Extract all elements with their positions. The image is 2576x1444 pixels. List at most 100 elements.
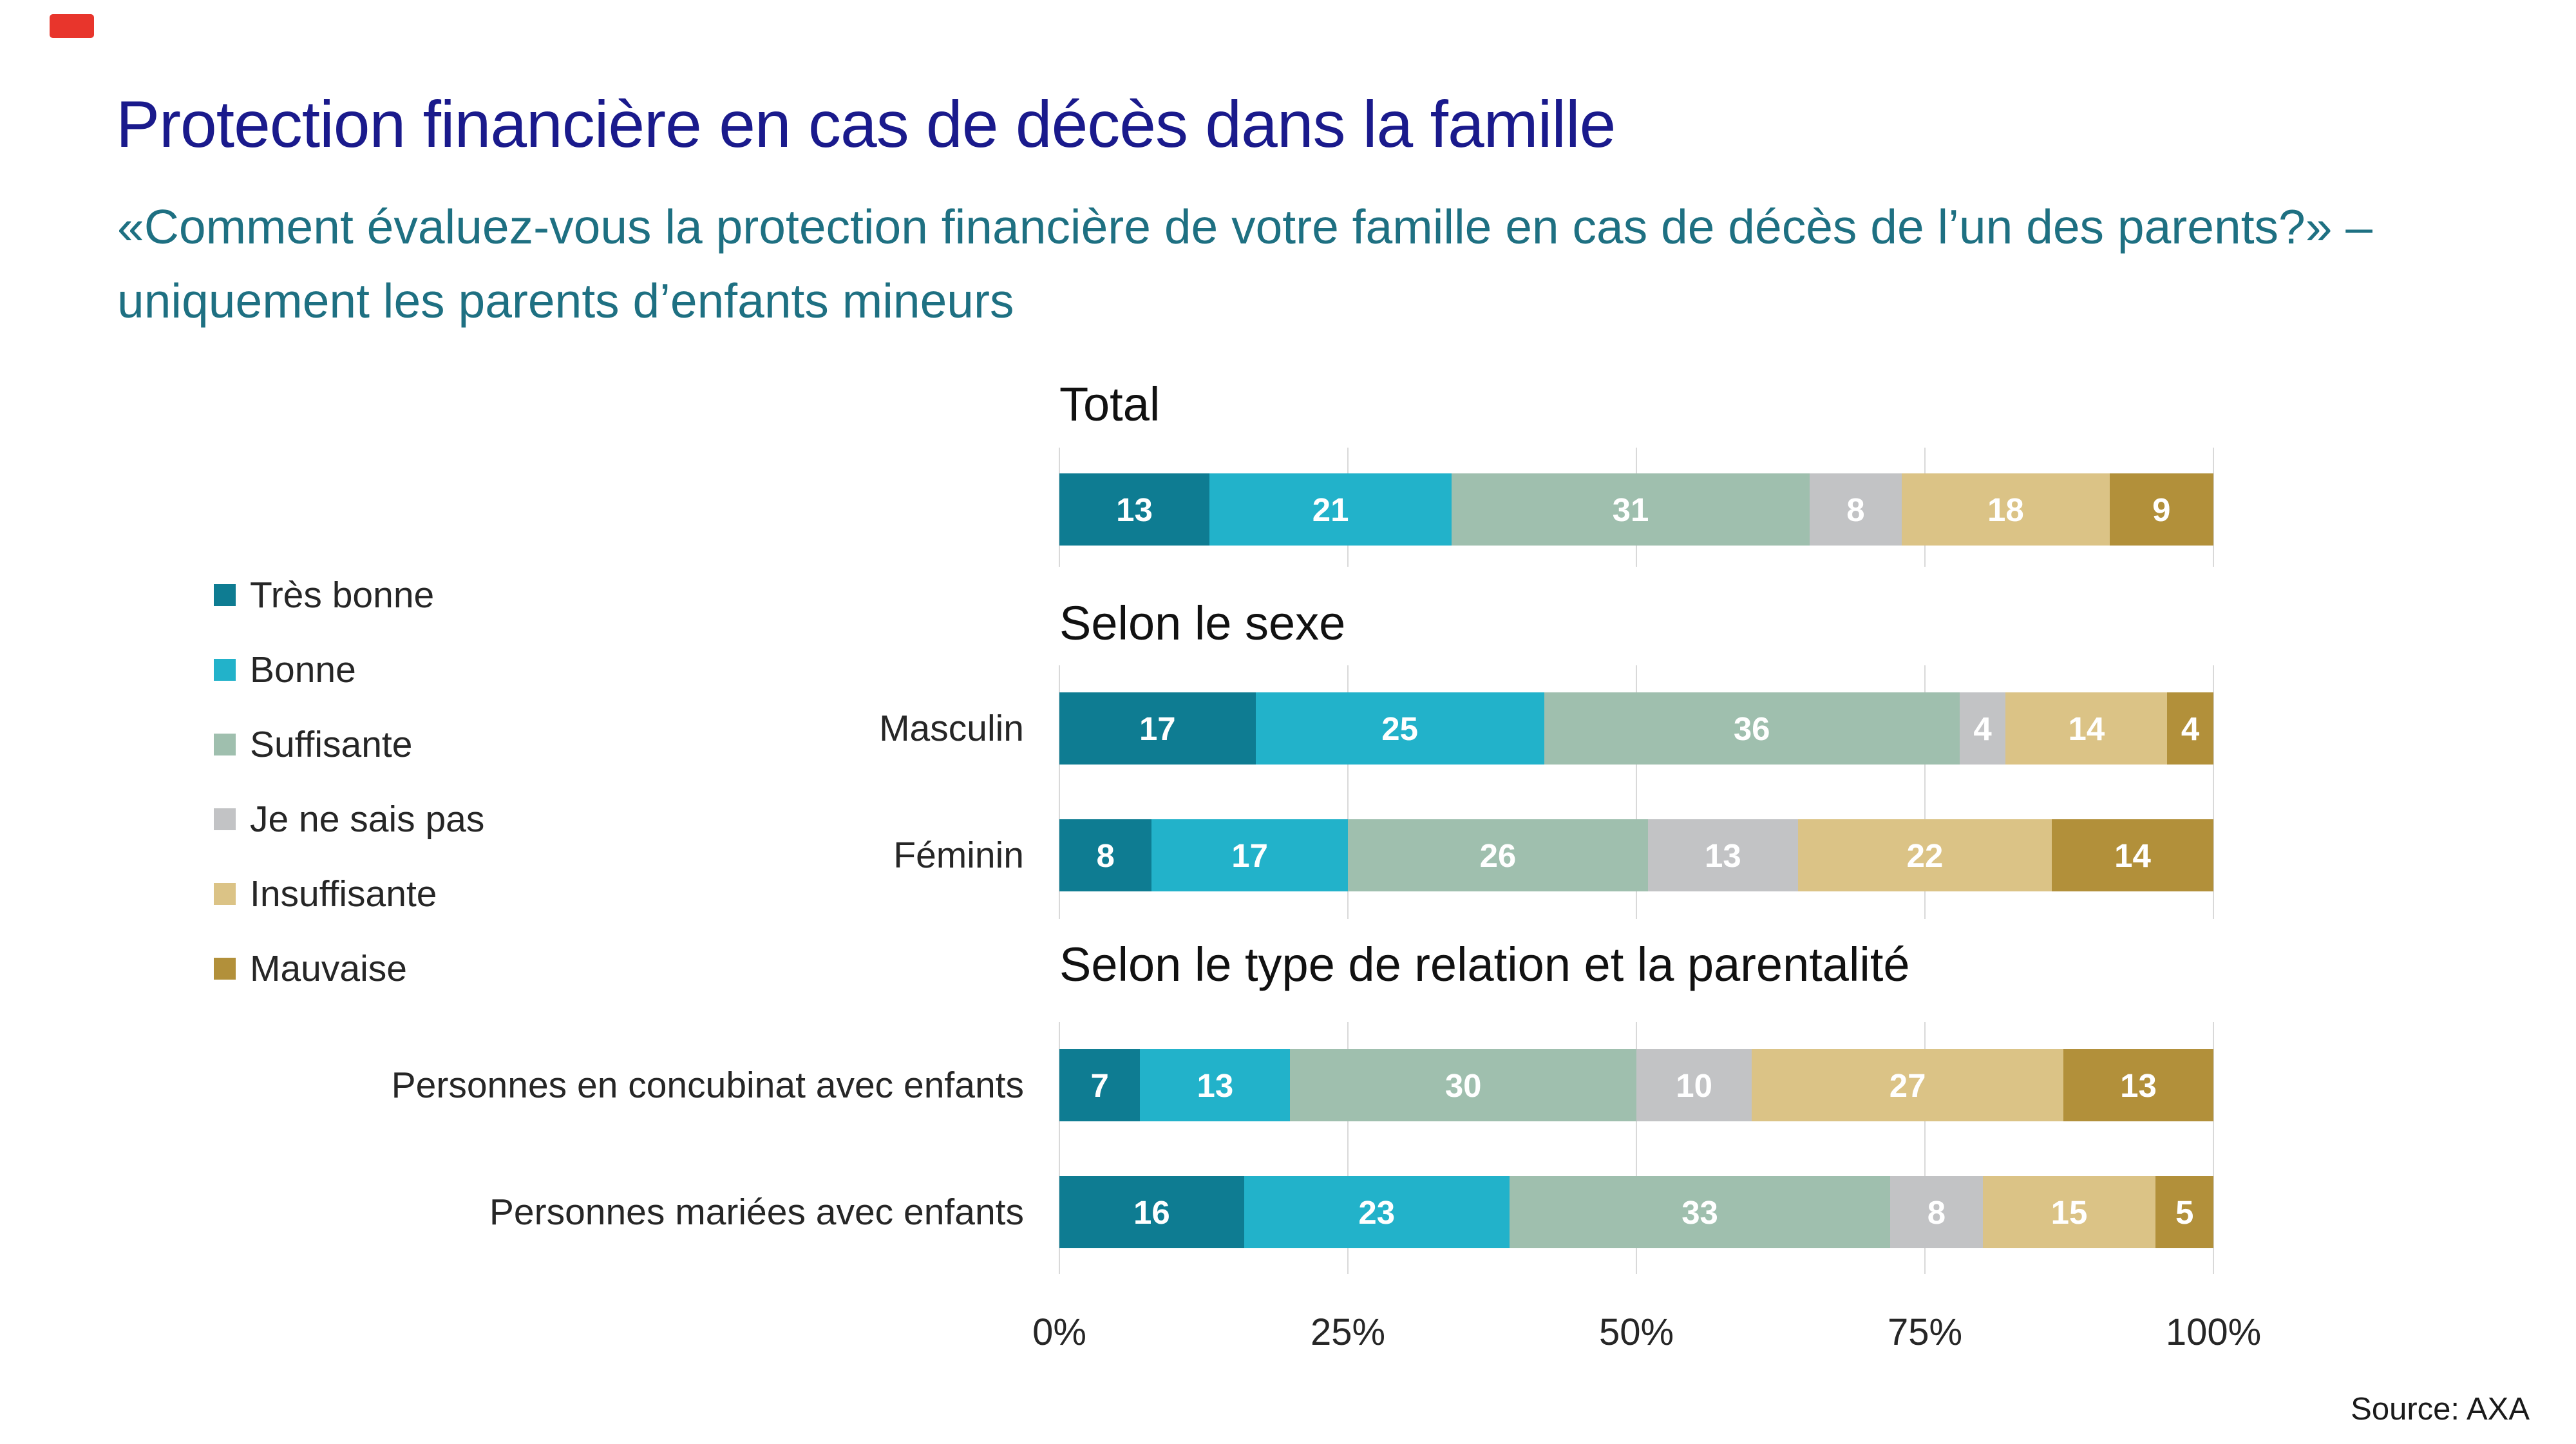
bar-value-label: 8 (1096, 837, 1115, 874)
bar-segment: 13 (2063, 1049, 2213, 1121)
bar-value-label: 16 (1133, 1193, 1170, 1231)
bar-value-label: 21 (1312, 491, 1349, 528)
bar-value-label: 23 (1358, 1193, 1396, 1231)
bar-segment: 25 (1255, 692, 1544, 765)
gridline (2213, 665, 2214, 919)
x-tick-label: 50% (1598, 1311, 1674, 1353)
bar-value-label: 36 (1733, 710, 1770, 747)
legend-swatch (214, 808, 236, 830)
bar-segment: 8 (1890, 1176, 1983, 1248)
bar-segment: 14 (2005, 692, 2168, 765)
bar-value-label: 13 (1197, 1067, 1234, 1104)
legend-item: Suffisante (214, 723, 484, 766)
bar-value-label: 14 (2068, 710, 2105, 747)
gridline (1636, 665, 1637, 919)
legend-swatch (214, 958, 236, 980)
gridline (2213, 448, 2214, 567)
legend-item: Très bonne (214, 574, 484, 616)
bar-value-label: 30 (1444, 1067, 1482, 1104)
legend-label: Mauvaise (250, 948, 407, 989)
page-subtitle: «Comment évaluez-vous la protection fina… (117, 200, 2373, 328)
bar-row: Personnes mariées avec enfants 16 23 33 8 15 5 (489, 1176, 2213, 1248)
bar-value-label: 26 (1479, 837, 1517, 874)
bar-value-label: 13 (2120, 1067, 2157, 1104)
bar-row: 13 21 31 8 18 9 (1059, 473, 2213, 546)
x-axis: 0% 25% 50% 75% 100% (1032, 1311, 2261, 1362)
gridline (1924, 665, 1926, 919)
bar-segment: 17 (1151, 819, 1348, 891)
legend-swatch (214, 584, 236, 606)
row-label: Masculin (879, 708, 1024, 749)
legend-swatch (214, 659, 236, 681)
row-label: Personnes mariées avec enfants (489, 1192, 1024, 1233)
bar-segment: 14 (2052, 819, 2213, 891)
bar-segment: 27 (1752, 1049, 2063, 1121)
bar-segment: 15 (1982, 1176, 2156, 1248)
gridline (1347, 1022, 1349, 1274)
bar-value-label: 27 (1889, 1067, 1926, 1104)
bar-value-label: 10 (1676, 1067, 1712, 1104)
bar-segment: 31 (1452, 473, 1810, 546)
bar-segment: 7 (1059, 1049, 1141, 1121)
legend-item: Je ne sais pas (214, 798, 484, 841)
gridline (2213, 1022, 2214, 1274)
row-label: Féminin (893, 835, 1024, 876)
bar-segment: 23 (1244, 1176, 1510, 1248)
bar-value-label: 7 (1090, 1067, 1109, 1104)
bar-segment: 13 (1647, 819, 1798, 891)
gridline (1924, 1022, 1926, 1274)
bar-value-label: 8 (1846, 491, 1865, 528)
bar-segment: 5 (2155, 1176, 2213, 1248)
bar-segment: 17 (1059, 692, 1256, 765)
gridline (1059, 1022, 1060, 1274)
bar-value-label: 17 (1139, 710, 1176, 747)
bar-value-label: 17 (1231, 837, 1269, 874)
bar-row: Personnes en concubinat avec enfants 7 13 3… (392, 1049, 2213, 1121)
bar-segment: 21 (1209, 473, 1452, 546)
bar-value-label: 31 (1612, 491, 1649, 528)
row-label: Personnes en concubinat avec enfants (391, 1065, 1024, 1106)
bar-row: Masculin 17 25 36 4 14 4 (879, 692, 2213, 765)
bar-segment: 22 (1797, 819, 2052, 891)
bar-value-label: 13 (1705, 837, 1741, 874)
gridline (1347, 665, 1349, 919)
bar-value-label: 33 (1681, 1193, 1718, 1231)
recording-indicator-mark (50, 14, 94, 38)
bar-segment: 13 (1059, 473, 1209, 546)
x-tick-label: 0% (1032, 1311, 1086, 1353)
bar-value-label: 5 (2175, 1193, 2194, 1231)
legend-item: Insuffisante (214, 873, 484, 915)
page-title: Protection financière en cas de décès da… (116, 88, 1616, 161)
bar-segment: 18 (1902, 473, 2110, 546)
bar-segment: 36 (1544, 692, 1960, 765)
legend: Très bonne Bonne Suffisante Je ne sais pas I… (214, 574, 484, 990)
legend-item: Bonne (214, 649, 484, 691)
bar-segment: 10 (1636, 1049, 1752, 1121)
bar-segment: 8 (1059, 819, 1152, 891)
section-title: Selon le type de relation et la parental… (1059, 938, 1910, 991)
bar-value-label: 4 (1973, 710, 1992, 747)
bar-segment: 26 (1347, 819, 1648, 891)
bar-value-label: 9 (2152, 491, 2171, 528)
bar-segment: 8 (1809, 473, 1902, 546)
bar-value-label: 4 (2181, 710, 2200, 747)
section-title: Total (1059, 377, 1160, 431)
bar-segment: 9 (2109, 473, 2213, 546)
legend-swatch (214, 734, 236, 755)
legend-label: Insuffisante (250, 873, 437, 915)
source-credit: Source: AXA (2351, 1392, 2530, 1427)
bar-value-label: 8 (1927, 1193, 1946, 1231)
x-tick-label: 100% (2165, 1311, 2262, 1353)
plot-area: Personnes en concubinat avec enfants 7 13 3… (392, 1022, 2214, 1274)
x-tick-label: 75% (1887, 1311, 1963, 1353)
bar-segment: 13 (1140, 1049, 1291, 1121)
bar-row: Féminin 8 17 26 13 22 14 (893, 819, 2213, 891)
bar-segment: 33 (1509, 1176, 1891, 1248)
legend-label: Très bonne (250, 575, 435, 616)
gridline (1636, 1022, 1637, 1274)
plot-area: Masculin 17 25 36 4 14 4 Féminin 8 17 26 13 22 14 (879, 665, 2214, 919)
bar-value-label: 25 (1381, 710, 1418, 747)
bar-segment: 30 (1290, 1049, 1636, 1121)
legend-swatch (214, 883, 236, 905)
bar-value-label: 13 (1116, 491, 1153, 528)
